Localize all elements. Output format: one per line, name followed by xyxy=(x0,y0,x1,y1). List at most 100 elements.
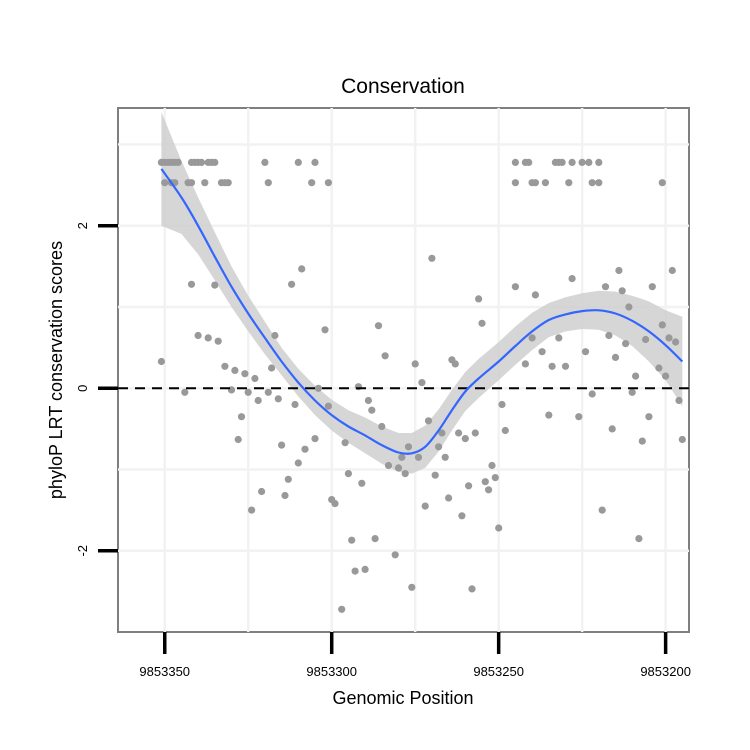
data-point xyxy=(404,443,413,451)
data-point xyxy=(668,266,676,275)
data-point xyxy=(475,295,483,303)
data-point xyxy=(665,334,673,342)
data-point xyxy=(458,512,466,520)
data-point xyxy=(301,445,309,453)
data-point xyxy=(531,179,540,187)
y-axis: -2 0 2 xyxy=(75,222,118,557)
data-point xyxy=(525,158,533,166)
data-point xyxy=(211,158,219,166)
data-point xyxy=(214,337,222,345)
x-tick-label: 9853300 xyxy=(306,664,357,679)
data-point xyxy=(611,353,620,361)
data-point xyxy=(431,471,439,479)
data-point xyxy=(468,585,476,593)
data-point xyxy=(284,475,292,483)
data-point xyxy=(197,158,206,166)
data-point xyxy=(418,379,426,387)
data-point xyxy=(615,266,623,275)
x-tick-label: 9853200 xyxy=(640,664,691,679)
data-point xyxy=(455,429,463,437)
data-point xyxy=(511,158,519,166)
data-point xyxy=(411,360,419,368)
data-point xyxy=(461,435,469,443)
chart-title: Conservation xyxy=(341,75,465,98)
data-point xyxy=(264,179,272,187)
data-point xyxy=(635,535,643,543)
data-point xyxy=(187,179,196,187)
data-point xyxy=(568,275,576,283)
data-point xyxy=(541,179,550,187)
data-point xyxy=(248,506,256,514)
data-point xyxy=(187,280,196,288)
data-point xyxy=(311,158,319,166)
data-point xyxy=(575,413,583,421)
data-point xyxy=(351,567,359,575)
data-point xyxy=(244,388,252,396)
data-point xyxy=(391,551,399,559)
data-point xyxy=(394,464,403,472)
smooth-line-layer xyxy=(160,168,684,455)
data-point xyxy=(221,362,229,370)
data-point xyxy=(678,435,686,444)
plot-panel xyxy=(117,107,690,633)
data-point xyxy=(401,470,409,478)
data-point xyxy=(521,360,530,368)
y-tick-label: -2 xyxy=(75,545,90,557)
data-point xyxy=(254,396,262,405)
data-point xyxy=(501,426,509,435)
data-point xyxy=(588,390,596,398)
data-point xyxy=(264,388,272,396)
data-point xyxy=(298,265,306,273)
data-point xyxy=(528,334,536,342)
data-point xyxy=(194,331,202,340)
data-point xyxy=(261,158,269,166)
data-point xyxy=(638,437,646,445)
data-point xyxy=(495,524,503,532)
data-point xyxy=(234,435,242,444)
data-point xyxy=(361,565,369,574)
data-point xyxy=(421,502,429,510)
data-point xyxy=(344,470,352,478)
data-point xyxy=(271,331,279,340)
data-point xyxy=(341,439,349,447)
data-point xyxy=(588,179,596,187)
data-point xyxy=(274,395,282,403)
data-point xyxy=(478,319,486,327)
grid-lines xyxy=(118,108,689,632)
data-point xyxy=(662,372,670,380)
data-point xyxy=(241,370,249,378)
data-point xyxy=(201,179,209,187)
data-point xyxy=(628,388,636,396)
data-point xyxy=(368,406,376,414)
data-point xyxy=(488,461,496,470)
data-point xyxy=(491,474,499,482)
y-axis-label: phyloP LRT conservation scores xyxy=(46,241,66,499)
data-point xyxy=(561,362,570,370)
y-tick-label: 2 xyxy=(75,222,90,229)
data-point xyxy=(174,158,182,166)
data-point xyxy=(338,605,346,613)
data-point xyxy=(157,357,165,366)
data-point xyxy=(548,362,556,370)
data-point xyxy=(618,287,626,295)
data-point xyxy=(278,441,286,449)
data-point xyxy=(378,422,386,431)
data-point xyxy=(384,461,393,470)
data-point xyxy=(445,494,453,502)
data-point xyxy=(348,536,356,544)
data-point xyxy=(565,179,573,187)
data-point xyxy=(308,179,316,187)
data-point xyxy=(237,413,246,421)
data-point xyxy=(632,372,640,380)
data-point xyxy=(414,453,423,461)
x-tick-label: 9853250 xyxy=(473,664,524,679)
data-point xyxy=(294,459,302,467)
smooth-trend-line xyxy=(160,168,684,455)
data-point xyxy=(485,486,493,494)
data-point xyxy=(281,491,289,500)
data-point xyxy=(481,478,489,486)
data-point xyxy=(311,435,319,443)
data-point xyxy=(595,158,603,166)
data-point xyxy=(555,334,563,342)
